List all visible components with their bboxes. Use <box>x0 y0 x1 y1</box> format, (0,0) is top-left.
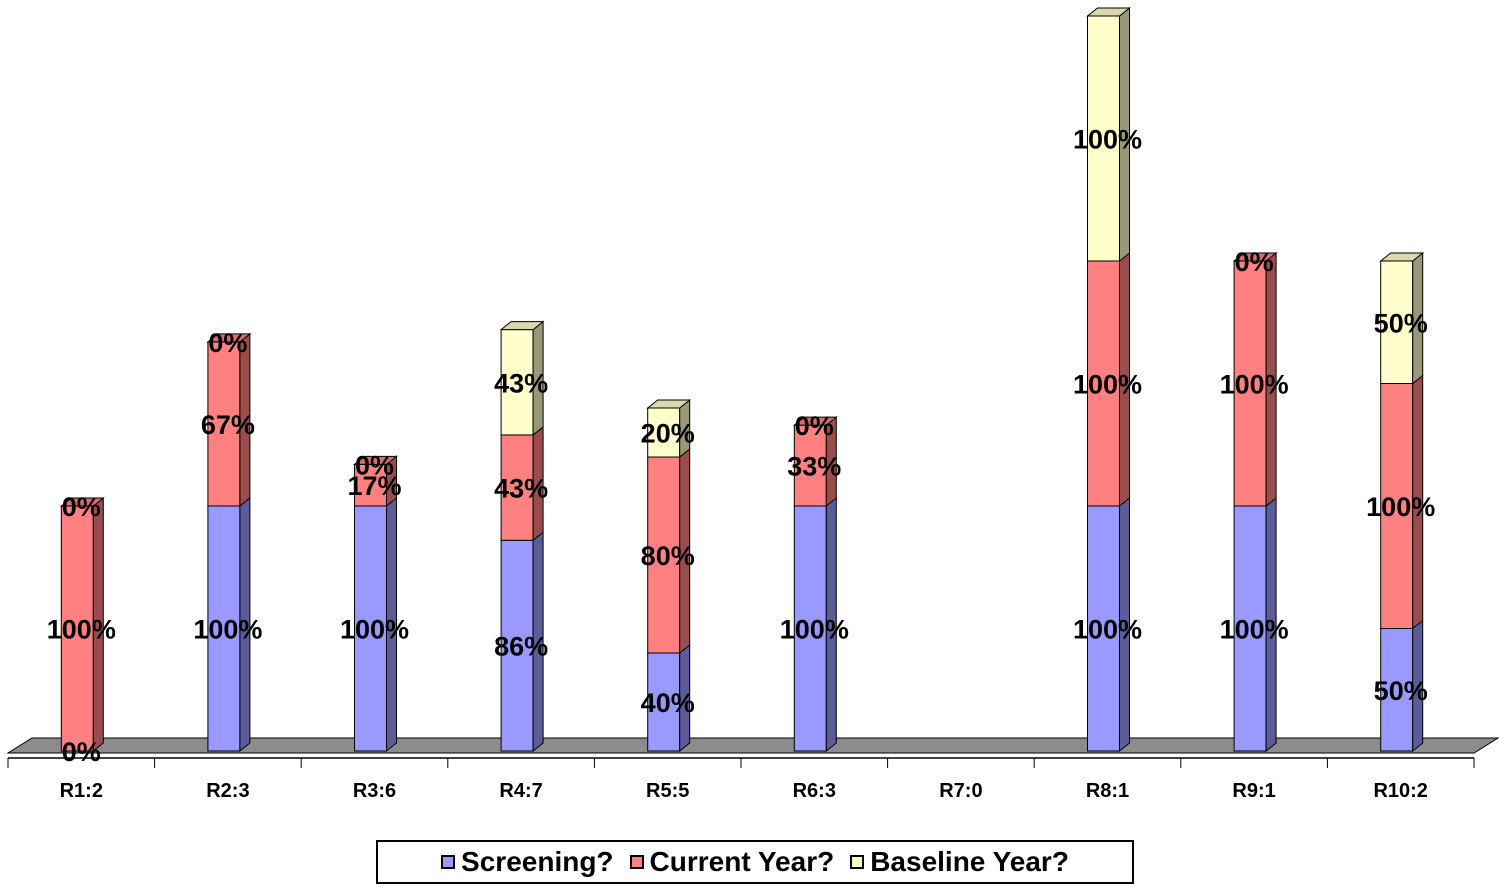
data-label: 100% <box>193 615 262 645</box>
data-label: 50% <box>1374 676 1428 706</box>
data-label: 100% <box>340 615 409 645</box>
legend-swatch-current-year <box>629 855 644 869</box>
stacked-bar-chart: R1:2 R2:3 R3:6 R4:7 R5:5 R6:3 R7:0 R8:1 R9:1 R10:… <box>6 6 1499 802</box>
bar-top-cap <box>499 321 545 331</box>
data-label: 86% <box>494 632 548 662</box>
data-label: 80% <box>641 541 695 571</box>
bar-segment <box>1380 260 1414 384</box>
bar-segment <box>1380 628 1414 752</box>
data-label: 100% <box>780 615 849 645</box>
data-label: 100% <box>1366 492 1435 522</box>
bar-top-cap <box>1379 252 1425 262</box>
data-label: 100% <box>47 615 116 645</box>
x-tick-label: R4:7 <box>499 780 542 802</box>
legend-label-baseline-year: Baseline Year? <box>870 846 1069 877</box>
bar-top-cap <box>792 416 838 426</box>
bar-segment <box>1233 505 1267 752</box>
data-label: 100% <box>1220 615 1289 645</box>
bar-top-cap <box>206 333 252 343</box>
bar-top-cap <box>1086 7 1131 17</box>
data-label: 20% <box>641 419 695 449</box>
bar-segment <box>1380 383 1414 629</box>
x-tick-label: R7:0 <box>939 780 982 802</box>
bar-segment <box>207 505 241 752</box>
x-tick-label: R1:2 <box>60 780 103 802</box>
legend-label-current-year: Current Year? <box>649 846 835 877</box>
data-label: 100% <box>1073 615 1142 645</box>
data-label: 17% <box>347 471 401 501</box>
bar-top-cap <box>59 497 105 507</box>
x-tick-label: R9:1 <box>1232 780 1275 802</box>
data-label: 43% <box>494 368 548 398</box>
legend-item-current-year: Current Year? <box>629 846 835 878</box>
x-tick-label: R3:6 <box>353 780 396 802</box>
x-tick-label: R10:2 <box>1373 780 1427 802</box>
legend-item-baseline-year: Baseline Year? <box>850 846 1069 878</box>
legend: Screening? Current Year? Baseline Year? <box>376 840 1134 884</box>
data-label: 40% <box>641 688 695 718</box>
data-label: 0% <box>355 450 394 480</box>
data-label: 67% <box>201 410 255 440</box>
legend-swatch-screening <box>441 855 456 869</box>
data-label: 0% <box>208 328 247 358</box>
bar-segment <box>647 652 681 752</box>
bar-top-cap <box>646 399 692 409</box>
bar-top-cap <box>1232 252 1278 262</box>
x-tick-label: R6:3 <box>793 780 836 802</box>
data-label: 50% <box>1374 308 1428 338</box>
bar-segment <box>1087 505 1120 752</box>
x-tick-label: R8:1 <box>1086 780 1129 802</box>
data-label: 0% <box>62 737 101 767</box>
bar-segment <box>500 539 534 752</box>
legend-swatch-baseline-year <box>850 855 865 869</box>
bar-segment <box>1233 260 1267 507</box>
bar-segment <box>1087 15 1120 262</box>
data-label: 0% <box>62 492 101 522</box>
data-label: 100% <box>1073 370 1142 400</box>
bar-segment <box>500 329 534 436</box>
data-label: 100% <box>1073 125 1142 155</box>
data-label: 43% <box>494 474 548 504</box>
bar-top-cap <box>353 455 398 465</box>
bar-segment <box>647 407 681 458</box>
x-tick-label: R2:3 <box>206 780 249 802</box>
bar-segment <box>793 424 827 507</box>
legend-item-screening: Screening? <box>441 846 614 878</box>
data-label: 0% <box>1235 247 1274 277</box>
data-label: 0% <box>795 411 834 441</box>
x-tick-label: R5:5 <box>646 780 689 802</box>
bar-segment <box>354 463 387 507</box>
data-label: 33% <box>787 452 841 482</box>
data-label: 100% <box>1220 370 1289 400</box>
legend-label-screening: Screening? <box>461 846 614 877</box>
